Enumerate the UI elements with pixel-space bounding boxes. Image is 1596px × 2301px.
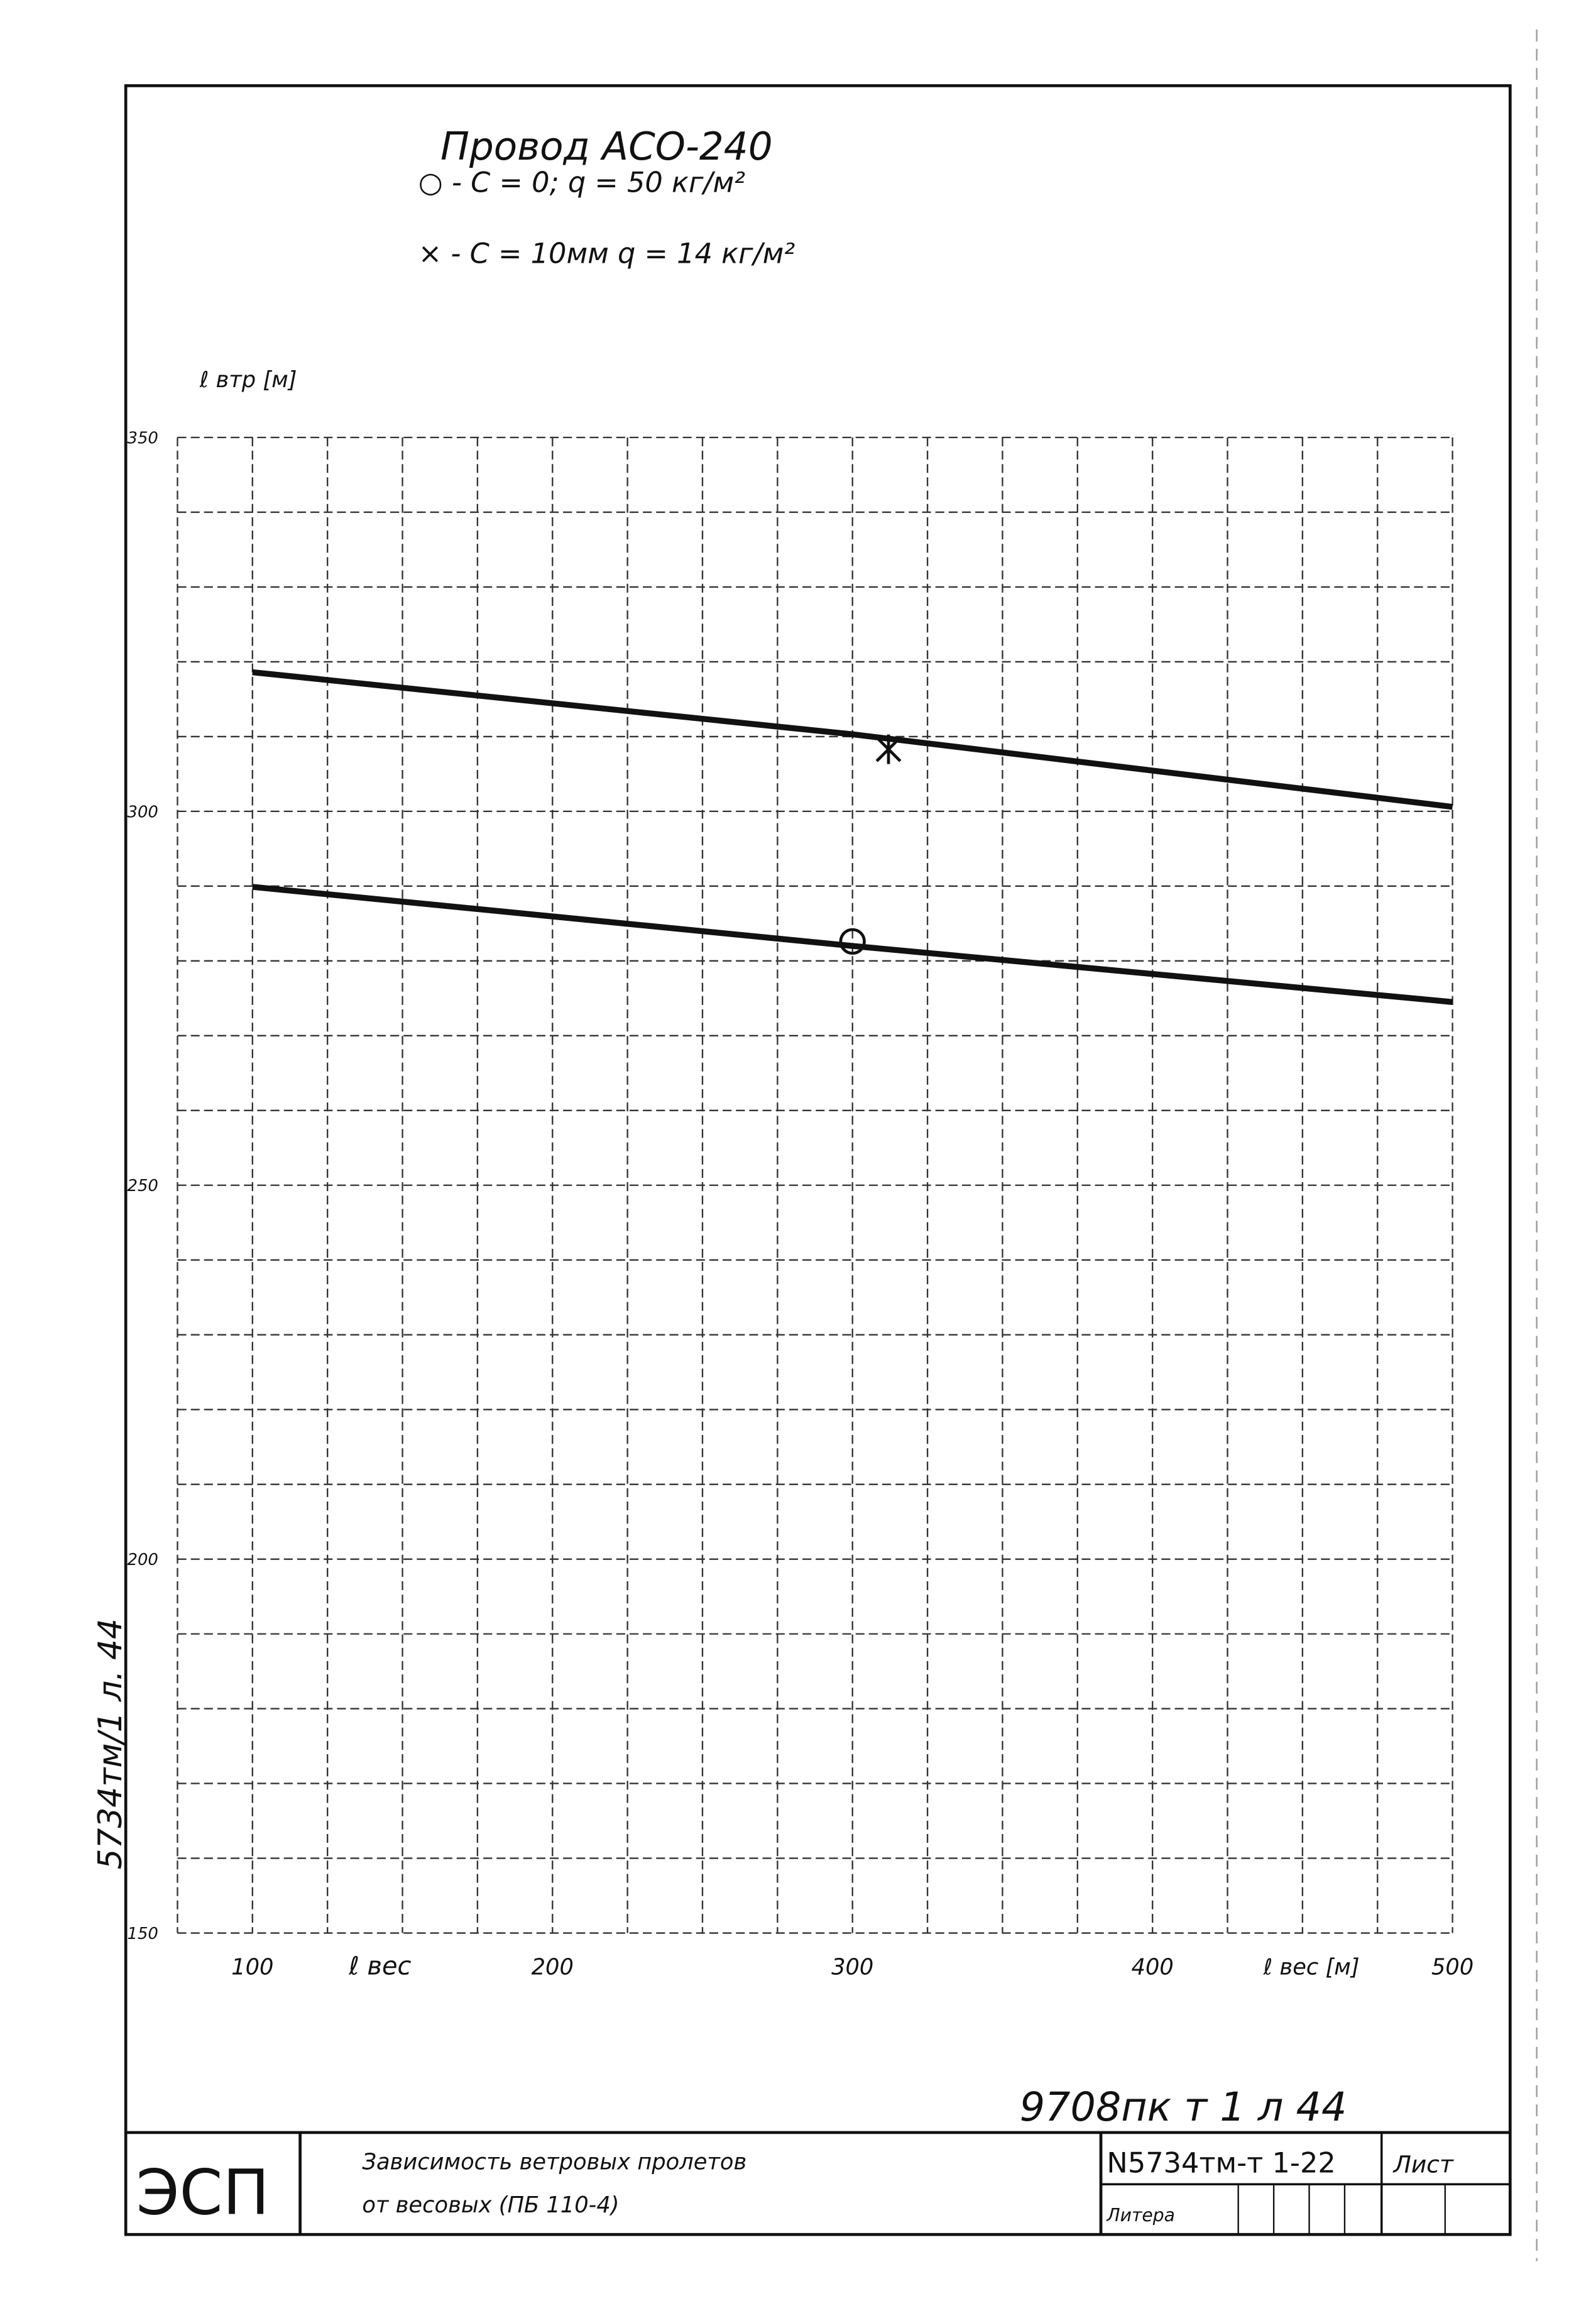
sheet: Лист [1392,2150,1454,2178]
title-block: ЭСП Зависимость ветровых пролетов от вес… [126,2131,1511,2235]
doc-code: N5734тм-т 1-22 [1107,2146,1335,2179]
side-note: 5734тм/1 л. 44 [92,1618,129,1869]
y-tick-label: 150 [128,1925,158,1943]
litera: Литера [1106,2205,1175,2226]
data-line [252,884,1453,1005]
logo: ЭСП [136,2156,270,2229]
caption: от весовых (ПБ 110-4) [362,2192,619,2218]
x-tick-label: 300 [831,1954,873,1980]
y-tick-label: 300 [128,803,158,821]
x-tick-label: 400 [1132,1954,1174,1980]
caption: Зависимость ветровых пролетов [362,2150,746,2175]
chart-title: Провод АСО-240 [440,124,773,169]
archive-number: 9708пк т 1 л 44 [1020,2084,1347,2130]
data-line [252,669,1453,810]
marker [875,734,902,764]
x-tick-label: 500 [1431,1954,1473,1980]
legend-entry: ○ - С = 0; q = 50 кг/м² [418,167,745,199]
y-axis-label: ℓ втр [м] [199,367,297,393]
x-tick-label: 100 [231,1954,273,1980]
y-tick-label: 250 [128,1177,158,1195]
x-axis-label: ℓ вес [м] [1263,1954,1360,1980]
x-tick-label: 200 [532,1954,574,1980]
x-axis-label: ℓ вес [348,1952,411,1980]
y-tick-label: 350 [128,429,158,448]
frame [124,84,1512,2236]
legend-entry: × - С = 10мм q = 14 кг/м² [418,238,795,270]
y-tick-label: 200 [128,1551,158,1569]
marker [839,928,866,955]
